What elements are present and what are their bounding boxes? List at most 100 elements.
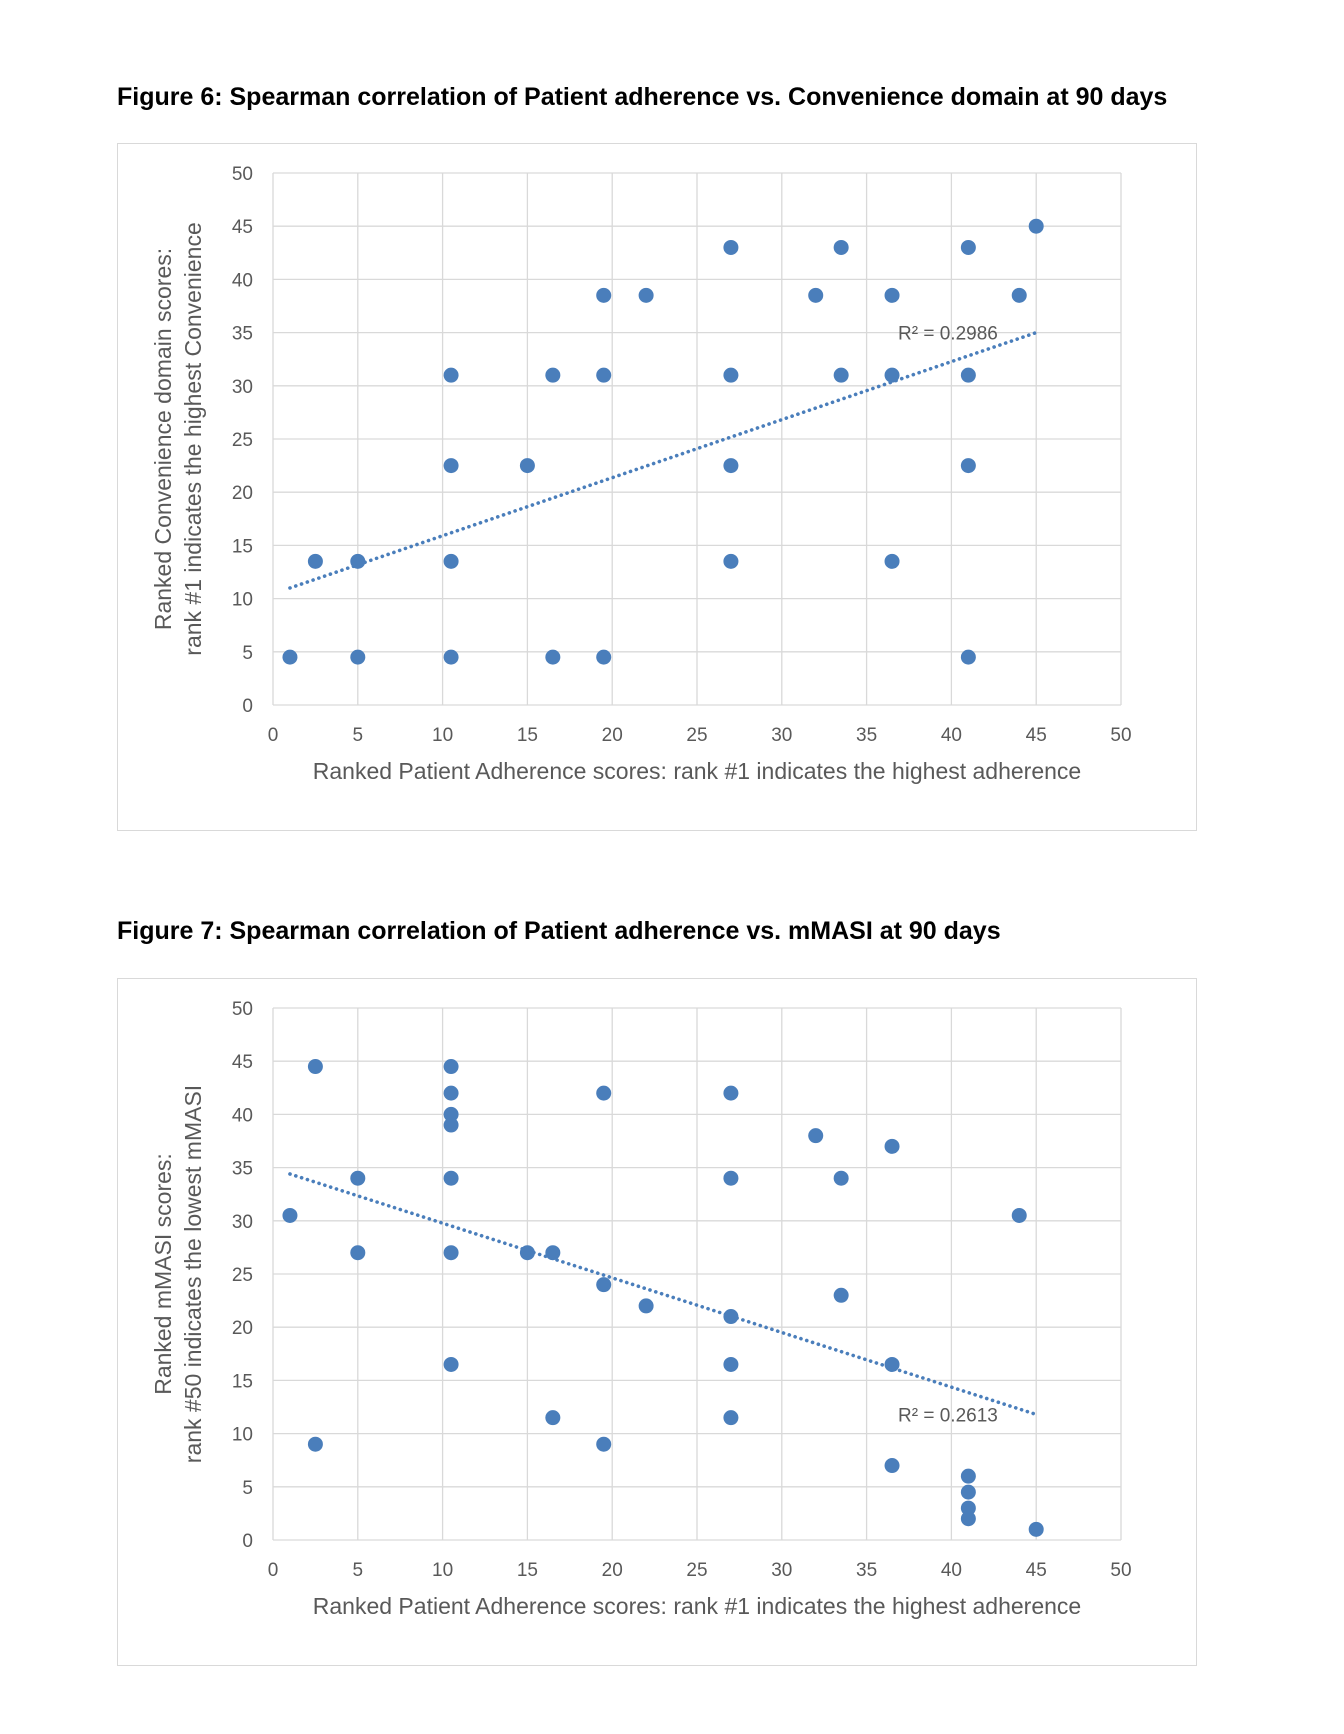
x-tick-label: 40 [941,725,962,746]
x-tick-label: 50 [1110,725,1131,746]
data-point [884,553,900,569]
figure-7-scatter-chart: 0 5 10 15 20 25 30 35 40 45 50 0 5 10 15 20 25 30 35 40 45 50… [150,999,1132,1619]
figure-6-scatter-chart: 0 5 10 15 20 25 30 35 40 45 50 0 5 10 15 20 25 30 35 40 45 50… [150,164,1132,784]
data-point [545,1245,561,1261]
data-point [443,1106,459,1122]
y-tick-label: 25 [232,1265,253,1286]
data-point [596,1277,612,1293]
y-tick-label: 20 [232,1318,253,1339]
data-point [638,1298,654,1314]
data-point [960,458,976,474]
data-point [723,1410,739,1426]
data-point [307,1059,323,1075]
data-point [723,1309,739,1325]
data-point [884,1138,900,1154]
gridlines [272,1007,1122,1541]
data-point [307,1436,323,1452]
y-tick-label: 25 [232,430,253,451]
data-point [443,1085,459,1101]
data-point [443,649,459,665]
gridlines [272,172,1122,706]
data-point [443,458,459,474]
data-point [596,1085,612,1101]
data-point [596,287,612,303]
y-tick-label: 50 [232,164,253,185]
x-tick-label: 45 [1026,1560,1047,1581]
figure-6-chart-area: 0 5 10 15 20 25 30 35 40 45 50 0 5 10 15 20 25 30 35 40 45 50… [117,143,1197,831]
x-tick-label: 25 [686,725,707,746]
figure-7-chart-area: 0 5 10 15 20 25 30 35 40 45 50 0 5 10 15 20 25 30 35 40 45 50… [117,978,1197,1666]
x-tick-label: 5 [353,1560,364,1581]
data-point [723,1356,739,1372]
data-point [519,458,535,474]
x-tick-label: 20 [602,725,623,746]
data-point [833,1170,849,1186]
y-tick-label: 5 [242,643,253,664]
data-point [884,1458,900,1474]
data-point [723,458,739,474]
x-tick-label: 5 [353,725,364,746]
data-point [960,1500,976,1516]
y-tick-label: 0 [242,696,253,717]
x-tick-label: 10 [432,725,453,746]
y-tick-label: 15 [232,536,253,557]
data-point [443,1170,459,1186]
x-tick-label: 50 [1110,1560,1131,1581]
y-tick-label: 50 [232,999,253,1020]
data-point [1028,1521,1044,1537]
data-point [519,1245,535,1261]
data-point [443,1245,459,1261]
data-point [884,367,900,383]
data-point [350,553,366,569]
x-tick-label: 0 [268,725,279,746]
data-point [638,287,654,303]
y-tick-label: 35 [232,1159,253,1180]
figure-6-title: Figure 6: Spearman correlation of Patien… [117,83,1168,111]
data-point [1028,218,1044,234]
y-tick-label: 45 [232,217,253,238]
y-tick-label: 40 [232,1105,253,1126]
data-points [282,1059,1044,1537]
data-point [884,1356,900,1372]
y-tick-label: 15 [232,1371,253,1392]
y-tick-label: 40 [232,270,253,291]
data-point [443,1356,459,1372]
data-point [960,1468,976,1484]
data-point [723,367,739,383]
data-point [350,649,366,665]
r-squared-label: R² = 0.2986 [898,324,998,345]
r-squared-label: R² = 0.2613 [898,1405,998,1426]
data-point [443,553,459,569]
data-point [723,1170,739,1186]
x-tick-label: 40 [941,1560,962,1581]
x-tick-label: 10 [432,1560,453,1581]
data-point [1011,1207,1027,1223]
data-point [960,239,976,255]
data-point [350,1245,366,1261]
x-tick-label: 15 [517,725,538,746]
data-points [282,218,1044,665]
trendline [288,330,1039,590]
data-point [443,1059,459,1075]
data-point [723,1085,739,1101]
y-tick-label: 35 [232,324,253,345]
y-tick-label: 20 [232,483,253,504]
y-tick-label: 10 [232,1425,253,1446]
y-axis-title-line: Ranked Convenience domain scores: [150,248,176,630]
figure-7-title: Figure 7: Spearman correlation of Patien… [117,917,1001,945]
y-tick-label: 0 [242,1531,253,1552]
data-point [833,367,849,383]
y-tick-label: 30 [232,1212,253,1233]
data-point [723,239,739,255]
y-axis-title-line: rank #1 indicates the highest Convenienc… [180,222,206,655]
trendline [288,1172,1039,1417]
data-point [596,367,612,383]
x-tick-label: 15 [517,1560,538,1581]
x-tick-label: 30 [771,1560,792,1581]
x-tick-label: 0 [268,1560,279,1581]
x-tick-label: 35 [856,725,877,746]
x-tick-label: 20 [602,1560,623,1581]
y-tick-label: 30 [232,377,253,398]
data-point [884,287,900,303]
data-point [350,1170,366,1186]
